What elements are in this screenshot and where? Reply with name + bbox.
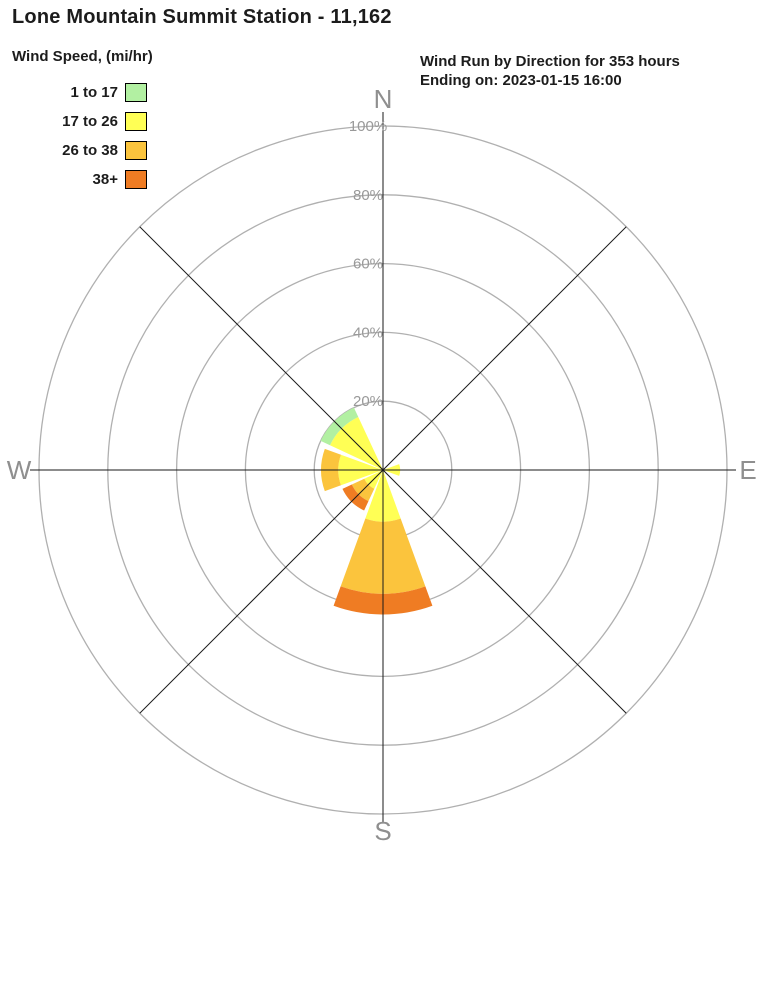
annotation-line1: Wind Run by Direction for 353 hours [420,53,680,70]
legend-color-swatch [125,112,147,131]
compass-label-E: E [739,455,756,485]
compass-label-S: S [374,816,391,846]
legend-item-label: 38+ [92,171,118,188]
legend-item-26-to-38: 26 to 38 [12,136,153,165]
legend-item-label: 17 to 26 [62,113,118,130]
chart-annotation: Wind Run by Direction for 353 hours Endi… [420,52,680,90]
wind-speed-legend: Wind Speed, (mi/hr) 1 to 17 17 to 26 26 to… [12,48,153,194]
legend-color-swatch [125,141,147,160]
ring-label-20: 20% [353,393,383,410]
ring-label-100: 100% [349,118,387,135]
legend-rows: 1 to 17 17 to 26 26 to 38 38+ [12,78,153,194]
annotation-line2: Ending on: 2023-01-15 16:00 [420,72,622,89]
legend-color-swatch [125,83,147,102]
ring-label-80: 80% [353,187,383,204]
ring-label-40: 40% [353,324,383,341]
page-title: Lone Mountain Summit Station - 11,162 [12,6,392,28]
axis-ne-sw [139,226,627,714]
legend-item-38+: 38+ [12,165,153,194]
ring-label-60: 60% [353,256,383,273]
compass-label-W: W [7,455,32,485]
legend-item-17-to-26: 17 to 26 [12,107,153,136]
legend-color-swatch [125,170,147,189]
legend-title: Wind Speed, (mi/hr) [12,48,153,65]
legend-item-label: 26 to 38 [62,142,118,159]
compass-label-N: N [374,84,393,114]
legend-item-1-to-17: 1 to 17 [12,78,153,107]
legend-item-label: 1 to 17 [70,84,118,101]
